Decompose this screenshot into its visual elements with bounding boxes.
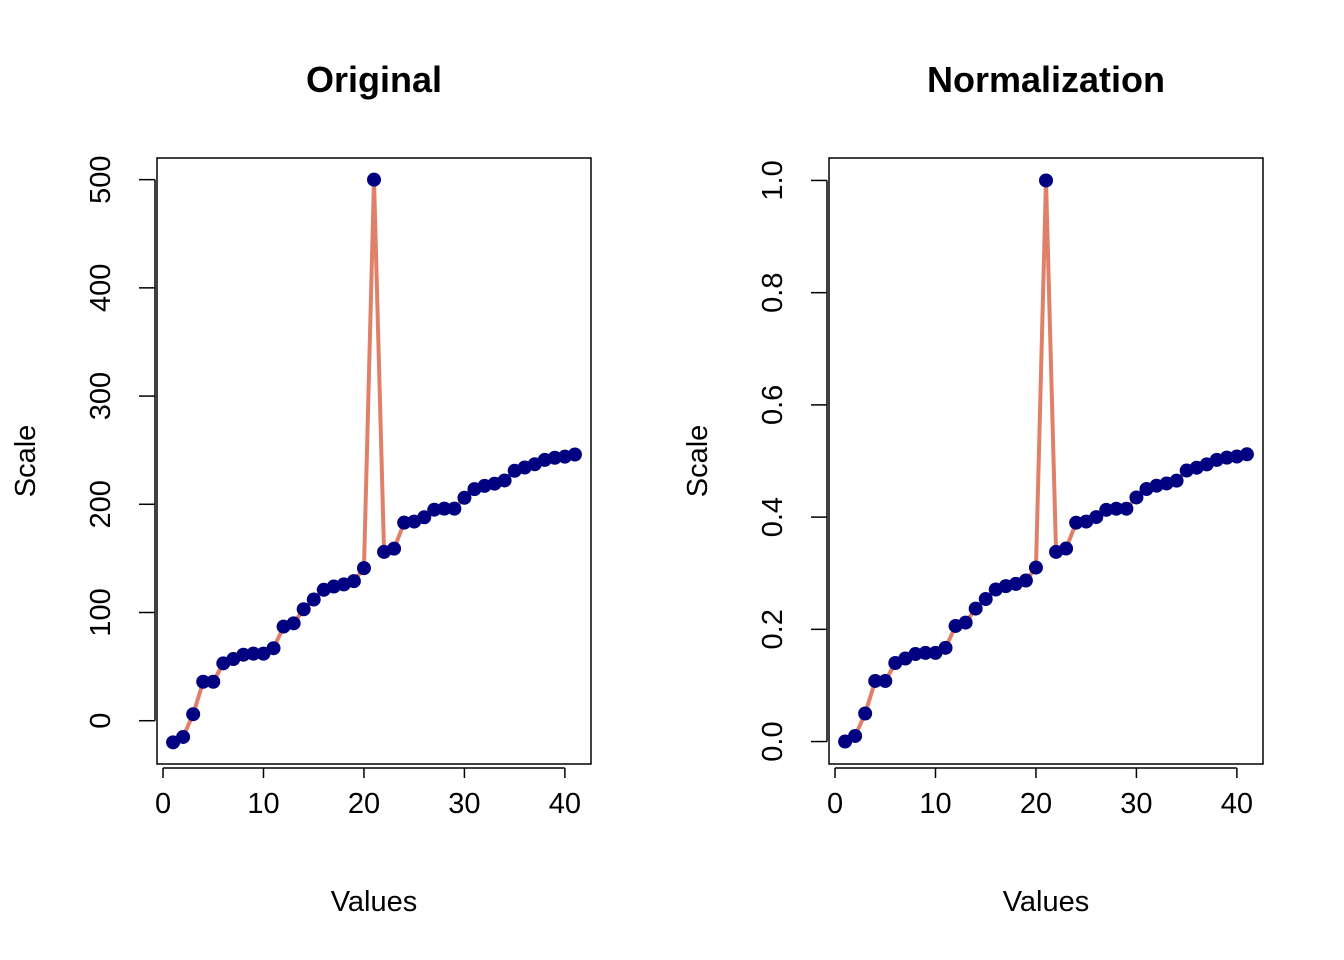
data-point [437, 501, 452, 516]
y-tick-label: 100 [85, 588, 117, 636]
y-tick-label: 0.0 [757, 721, 789, 761]
data-point [848, 728, 863, 743]
data-point [868, 673, 883, 688]
data-point [296, 602, 311, 617]
x-tick-label: 20 [348, 788, 380, 820]
x-tick-label: 10 [919, 788, 951, 820]
data-point [497, 473, 512, 488]
x-tick-label: 40 [549, 788, 581, 820]
data-point [918, 645, 933, 660]
data-point [958, 615, 973, 630]
plot-box [156, 157, 592, 765]
y-tick-label: 0.4 [757, 497, 789, 537]
series-line-segment [1044, 178, 1059, 554]
data-point [1089, 510, 1104, 525]
data-point [387, 541, 402, 556]
data-point [206, 674, 221, 689]
plot-box [828, 157, 1264, 765]
data-point [968, 601, 983, 616]
data-point [246, 646, 261, 661]
data-point [1028, 560, 1043, 575]
x-tick-label: 30 [1120, 788, 1152, 820]
axes: 0 10 20 30 40 0.0 0.2 0.4 0.6 0.8 1.0 [757, 160, 1253, 820]
y-tick-label: 0.6 [757, 385, 789, 425]
data-point [567, 447, 582, 462]
x-tick-label: 20 [1020, 788, 1052, 820]
data-point [1239, 447, 1254, 462]
data-point [1119, 501, 1134, 516]
y-tick-label: 0.2 [757, 609, 789, 649]
data-point [938, 640, 953, 655]
data-point [196, 674, 211, 689]
series-marks [166, 172, 582, 750]
data-point [367, 172, 381, 187]
series-line-segment [361, 177, 376, 571]
x-tick-label: 0 [827, 788, 843, 820]
y-tick-label: 500 [85, 155, 117, 203]
data-point [346, 574, 361, 589]
data-point [447, 501, 462, 516]
x-axis-label: Values [1003, 886, 1090, 918]
data-point [176, 729, 191, 744]
y-tick-label: 0 [85, 713, 117, 729]
data-point [1039, 173, 1053, 188]
series-marks [838, 173, 1254, 749]
data-point [1109, 501, 1124, 516]
x-tick-label: 30 [448, 788, 480, 820]
x-tick-label: 40 [1221, 788, 1253, 820]
panel-normalization: Normalization Values Scale 0 10 20 30 400.00… [682, 59, 1264, 918]
x-axis-label: Values [331, 886, 418, 918]
series-line-segment [1033, 178, 1048, 570]
data-point [878, 673, 893, 688]
data-point [1059, 541, 1074, 556]
data-point [186, 707, 201, 722]
panel-original: Original Values Scale 0 10 20 30 40010020030… [10, 59, 592, 918]
y-axis-label: Scale [10, 425, 42, 498]
y-tick-label: 300 [85, 372, 117, 420]
data-point [266, 641, 281, 656]
data-point [306, 592, 321, 607]
data-point [417, 510, 432, 525]
x-tick-label: 0 [155, 788, 171, 820]
y-tick-label: 1.0 [757, 160, 789, 200]
data-point [1169, 473, 1184, 488]
data-point [286, 616, 301, 631]
y-axis-label: Scale [682, 425, 714, 498]
data-point [457, 490, 472, 505]
chart-title: Normalization [927, 59, 1165, 100]
data-point [356, 561, 371, 576]
data-point [1018, 573, 1033, 588]
chart-title: Original [306, 59, 442, 100]
y-tick-label: 0.8 [757, 273, 789, 313]
data-point [978, 592, 993, 607]
x-tick-label: 10 [247, 788, 279, 820]
y-tick-label: 400 [85, 264, 117, 312]
data-point [858, 706, 873, 721]
data-point [1129, 490, 1144, 505]
y-tick-label: 200 [85, 480, 117, 528]
series-line-segment [372, 177, 387, 554]
